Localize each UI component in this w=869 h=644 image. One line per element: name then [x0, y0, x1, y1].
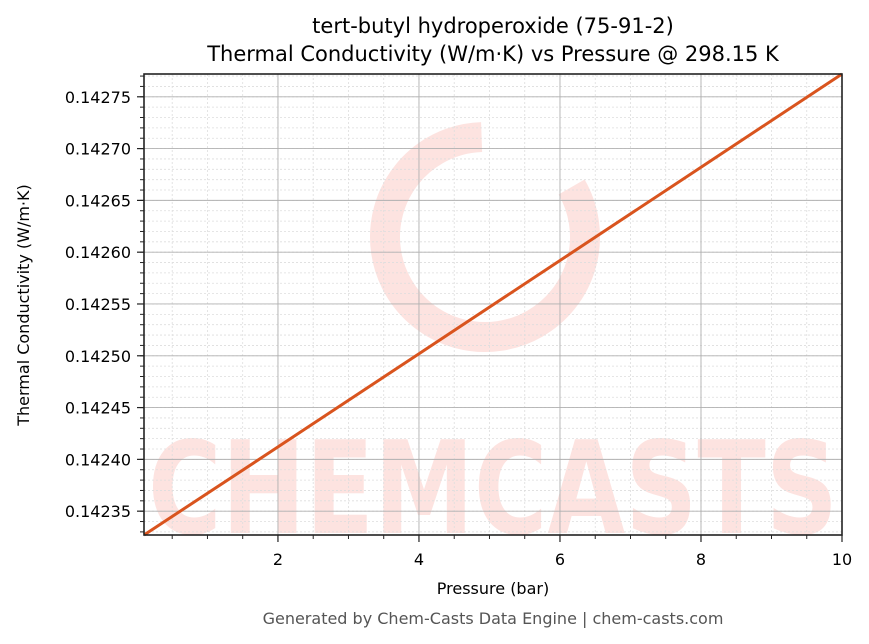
- y-tick-label: 0.14265: [65, 191, 131, 210]
- x-tick-label: 6: [555, 550, 565, 569]
- y-tick-label: 0.14270: [65, 140, 131, 159]
- y-tick-label: 0.14260: [65, 243, 131, 262]
- y-axis-label: Thermal Conductivity (W/m·K): [14, 184, 33, 427]
- y-tick-label: 0.14245: [65, 399, 131, 418]
- data-line: [143, 72, 843, 537]
- watermark: CHEMCASTS: [148, 121, 838, 564]
- footer-credit: Generated by Chem-Casts Data Engine | ch…: [263, 609, 724, 628]
- watermark-text: CHEMCASTS: [148, 415, 838, 564]
- x-axis: 2 4 6 8 10: [171, 535, 852, 569]
- chart-title-line2: Thermal Conductivity (W/m·K) vs Pressure…: [206, 42, 780, 66]
- y-axis: 0.14235 0.14240 0.14245 0.14250 0.14255 0.142…: [65, 75, 144, 533]
- x-tick-label: 10: [832, 550, 852, 569]
- plot-area: CHEMCASTS: [143, 72, 843, 564]
- x-tick-label: 4: [414, 550, 424, 569]
- x-axis-label: Pressure (bar): [437, 579, 549, 598]
- watermark-logo-ring: [370, 121, 600, 352]
- y-tick-label: 0.14275: [65, 88, 131, 107]
- x-tick-label: 2: [273, 550, 283, 569]
- y-tick-label: 0.14235: [65, 502, 131, 521]
- x-tick-label: 8: [696, 550, 706, 569]
- y-tick-label: 0.14250: [65, 347, 131, 366]
- y-tick-label: 0.14240: [65, 450, 131, 469]
- y-tick-label: 0.14255: [65, 295, 131, 314]
- chart-title-line1: tert-butyl hydroperoxide (75-91-2): [312, 14, 674, 38]
